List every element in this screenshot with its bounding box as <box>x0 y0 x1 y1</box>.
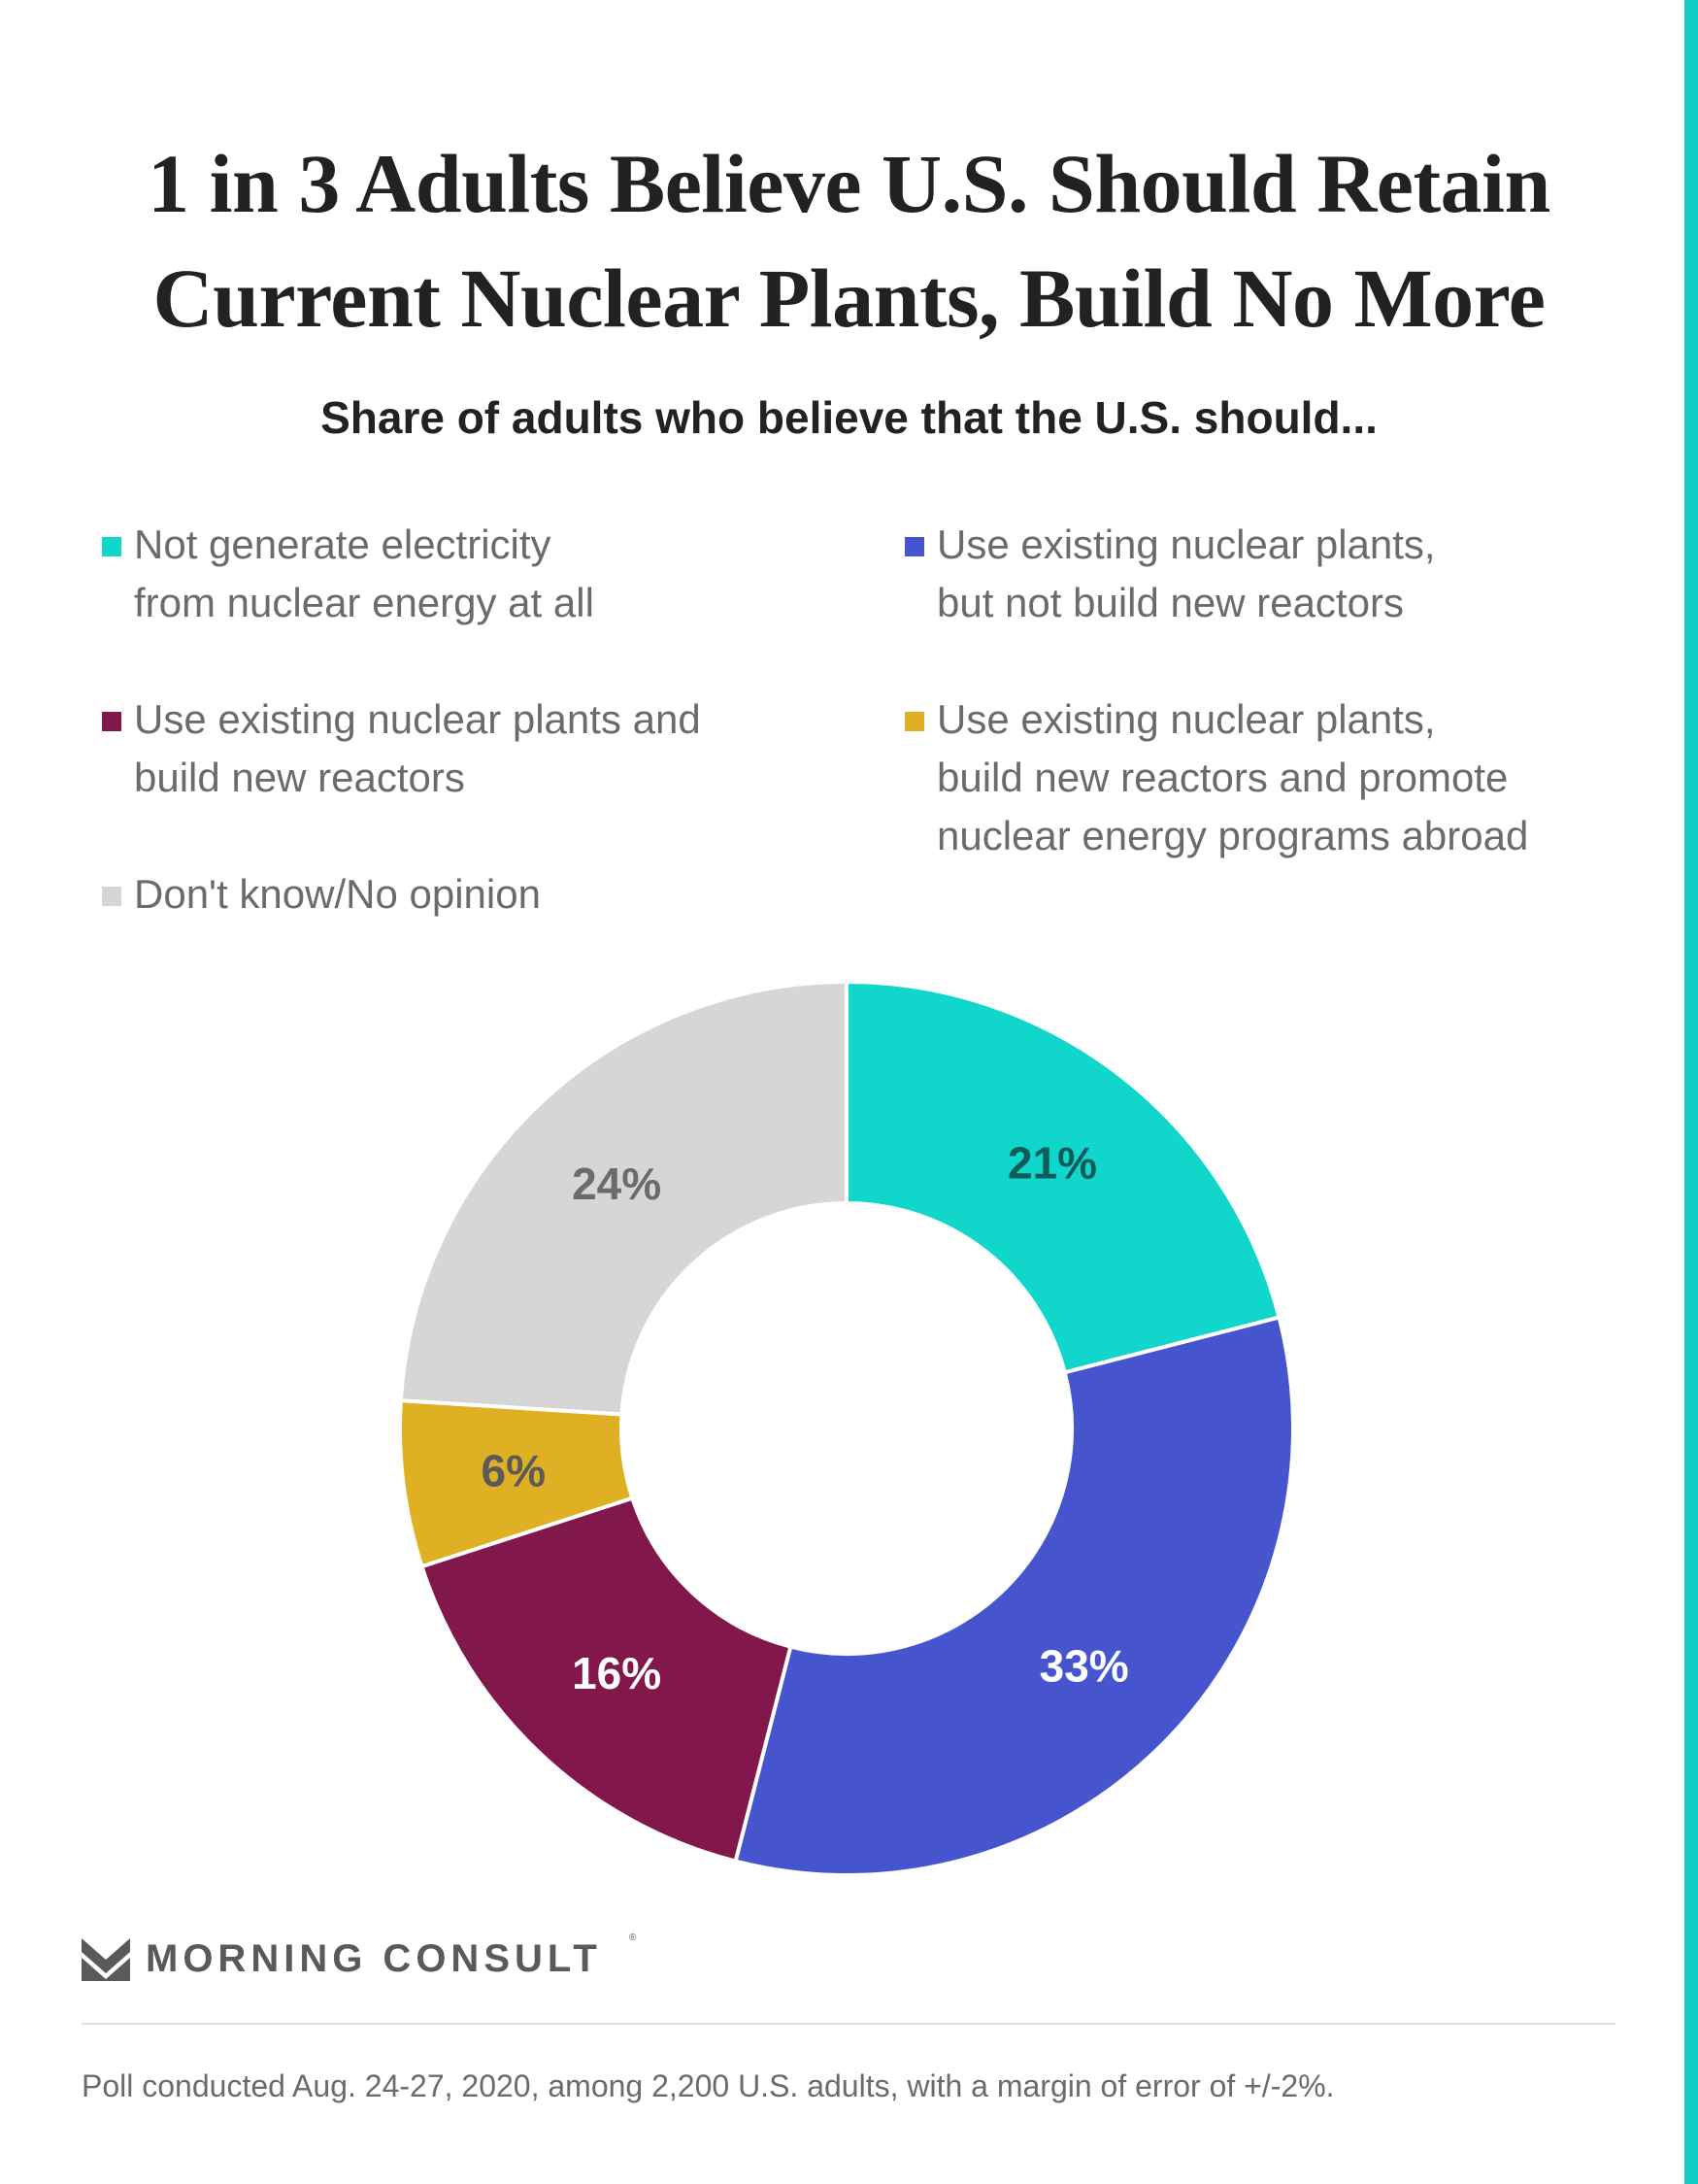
right-accent-bar <box>1684 0 1698 2184</box>
legend-swatch <box>905 537 924 556</box>
legend-label-line: Use existing nuclear plants and <box>134 696 701 742</box>
slice-value-label: 21% <box>1008 1138 1097 1189</box>
legend-item-existing-and-new: Use existing nuclear plants and build ne… <box>102 690 701 807</box>
donut-slice-existing-no-new <box>733 1315 1295 1877</box>
donut-slice-no-nuclear <box>845 979 1282 1375</box>
donut-slice-existing-and-new <box>418 1495 793 1864</box>
legend-item-existing-no-new: Use existing nuclear plants, but not bui… <box>905 516 1436 632</box>
legend-swatch <box>102 712 121 731</box>
legend-label-line: nuclear energy programs abroad <box>937 813 1529 858</box>
legend-item-dont-know: Don't know/No opinion <box>102 865 541 924</box>
chart-subtitle: Share of adults who believe that the U.S… <box>320 392 1378 443</box>
legend-label-line: build new reactors and promote <box>937 755 1509 800</box>
slice-value-label: 24% <box>572 1159 661 1209</box>
legend-label-line: Use existing nuclear plants, <box>937 696 1436 742</box>
registered-mark: ® <box>629 1932 637 1943</box>
legend-swatch <box>905 712 924 731</box>
legend-item-no-nuclear: Not generate electricity from nuclear en… <box>102 516 594 632</box>
footer-divider <box>82 2023 1615 2025</box>
legend-label-line: Use existing nuclear plants, <box>937 521 1436 567</box>
legend-label-line: from nuclear energy at all <box>134 580 594 625</box>
legend-swatch <box>102 537 121 556</box>
legend-label-line: but not build new reactors <box>937 580 1404 625</box>
slice-value-label: 16% <box>572 1648 661 1698</box>
donut-slice-dont-know <box>398 979 849 1417</box>
brand-name: MORNING CONSULT <box>146 1937 602 1980</box>
footnote: Poll conducted Aug. 24-27, 2020, among 2… <box>82 2068 1335 2103</box>
legend-swatch <box>102 887 121 906</box>
morning-consult-logo-icon <box>82 1938 130 1981</box>
chart-title: 1 in 3 Adults Believe U.S. Should Retain… <box>148 137 1550 345</box>
legend-label-line: Don't know/No opinion <box>134 871 541 917</box>
slice-value-label: 6% <box>481 1445 545 1495</box>
legend-label-line: build new reactors <box>134 755 465 800</box>
legend-label-line: Not generate electricity <box>134 521 551 567</box>
slice-value-label: 33% <box>1040 1641 1129 1692</box>
legend-item-existing-new-promote: Use existing nuclear plants, build new r… <box>905 690 1529 865</box>
